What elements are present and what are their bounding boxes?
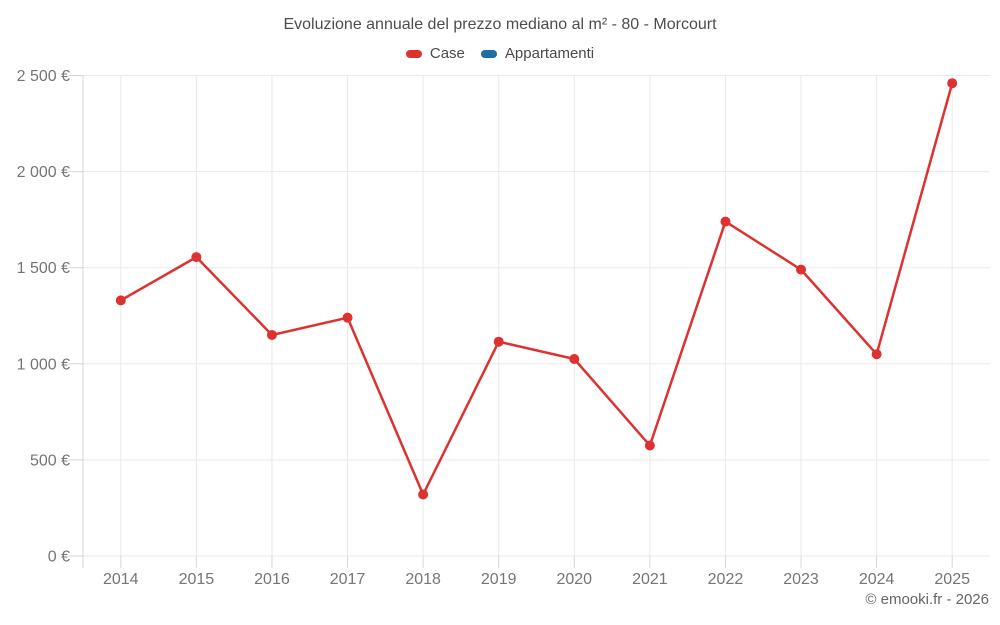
svg-text:2016: 2016 xyxy=(254,571,290,588)
legend-label-case: Case xyxy=(429,45,465,62)
svg-text:500 €: 500 € xyxy=(30,452,70,469)
legend-item-case[interactable]: Case xyxy=(405,45,465,62)
legend: Case Appartamenti xyxy=(0,45,1000,62)
svg-text:2018: 2018 xyxy=(405,571,441,588)
svg-text:2025: 2025 xyxy=(934,571,970,588)
svg-text:1 500 €: 1 500 € xyxy=(17,260,70,277)
svg-text:2020: 2020 xyxy=(556,571,592,588)
chart-title: Evoluzione annuale del prezzo mediano al… xyxy=(283,16,717,33)
svg-text:1 000 €: 1 000 € xyxy=(17,356,70,373)
svg-text:2023: 2023 xyxy=(783,571,819,588)
legend-label-appartamenti: Appartamenti xyxy=(504,45,595,62)
svg-text:2017: 2017 xyxy=(330,571,366,588)
copyright-credit: © emooki.fr - 2026 xyxy=(865,591,989,608)
case-series-swatch-icon xyxy=(405,49,422,58)
svg-text:2 000 €: 2 000 € xyxy=(17,164,70,181)
svg-text:2019: 2019 xyxy=(481,571,517,588)
appartamenti-series-swatch-icon xyxy=(480,49,497,58)
svg-text:2021: 2021 xyxy=(632,571,668,588)
svg-text:2024: 2024 xyxy=(859,571,895,588)
svg-text:0 €: 0 € xyxy=(48,549,70,566)
svg-text:2 500 €: 2 500 € xyxy=(17,68,70,85)
svg-text:2014: 2014 xyxy=(103,571,139,588)
legend-item-appartamenti[interactable]: Appartamenti xyxy=(480,45,595,62)
svg-text:2022: 2022 xyxy=(708,571,744,588)
svg-text:2015: 2015 xyxy=(179,571,215,588)
